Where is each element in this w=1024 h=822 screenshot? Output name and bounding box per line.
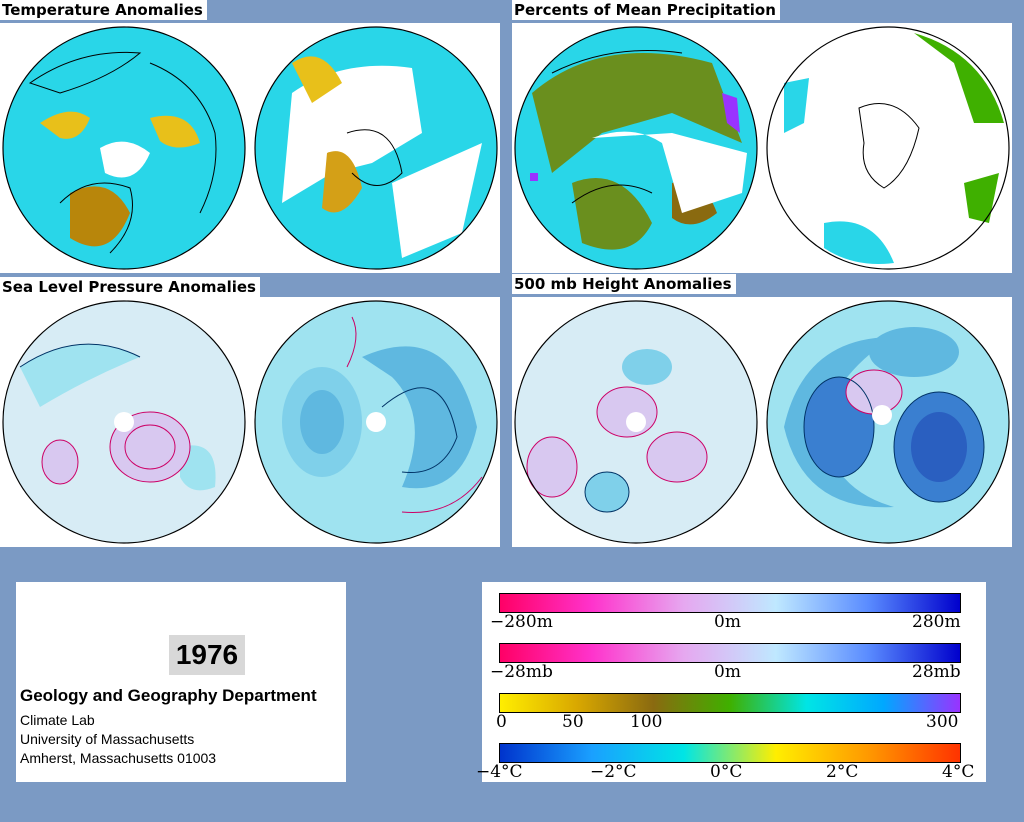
height500-globe-north <box>512 297 762 547</box>
slp-panel: Sea Level Pressure Anomalies <box>0 277 502 547</box>
temp-label-4: 4°C <box>942 762 975 782</box>
height-label-max: 280m <box>912 612 961 632</box>
height500-panel: 500 mb Height Anomalies <box>512 274 1014 547</box>
temperature-title: Temperature Anomalies <box>0 0 207 20</box>
department-name: Geology and Geography Department <box>20 686 317 705</box>
info-box: 1976 Geology and Geography Department Cl… <box>16 582 346 782</box>
temp-colorbar <box>499 743 961 763</box>
slp-title: Sea Level Pressure Anomalies <box>0 277 260 297</box>
precipitation-panel: Percents of Mean Precipitation <box>512 0 1014 273</box>
precip-label-300: 300 <box>926 712 959 732</box>
precip-label-50: 50 <box>562 712 584 732</box>
temp-label-0: 0°C <box>710 762 743 782</box>
pressure-label-max: 28mb <box>912 662 961 682</box>
temperature-globe-north <box>0 23 250 273</box>
temp-label-2: 2°C <box>826 762 859 782</box>
height500-title: 500 mb Height Anomalies <box>512 274 736 294</box>
precip-colorbar <box>499 693 961 713</box>
info-line-address: Amherst, Massachusetts 01003 <box>20 750 217 766</box>
precipitation-globe-north <box>512 23 762 273</box>
pressure-label-zero: 0m <box>714 662 741 682</box>
temp-label-m4: −4°C <box>476 762 523 782</box>
legend-box: −280m 0m 280m −28mb 0m 28mb 0 50 100 300… <box>476 582 986 782</box>
pressure-label-min: −28mb <box>490 662 553 682</box>
precipitation-title: Percents of Mean Precipitation <box>512 0 780 20</box>
info-line-university: University of Massachusetts <box>20 731 195 747</box>
info-line-lab: Climate Lab <box>20 712 95 728</box>
height500-globe-south <box>764 297 1014 547</box>
height-label-zero: 0m <box>714 612 741 632</box>
precipitation-globe-south <box>764 23 1014 273</box>
height-label-min: −280m <box>490 612 553 632</box>
temp-label-m2: −2°C <box>590 762 637 782</box>
pressure-colorbar <box>499 643 961 663</box>
temperature-globe-south <box>252 23 502 273</box>
precip-label-100: 100 <box>630 712 663 732</box>
height-colorbar <box>499 593 961 613</box>
temperature-panel: Temperature Anomalies <box>0 0 502 273</box>
year-label: 1976 <box>169 635 245 675</box>
slp-globe-south <box>252 297 502 547</box>
precip-label-0: 0 <box>496 712 507 732</box>
slp-globe-north <box>0 297 250 547</box>
